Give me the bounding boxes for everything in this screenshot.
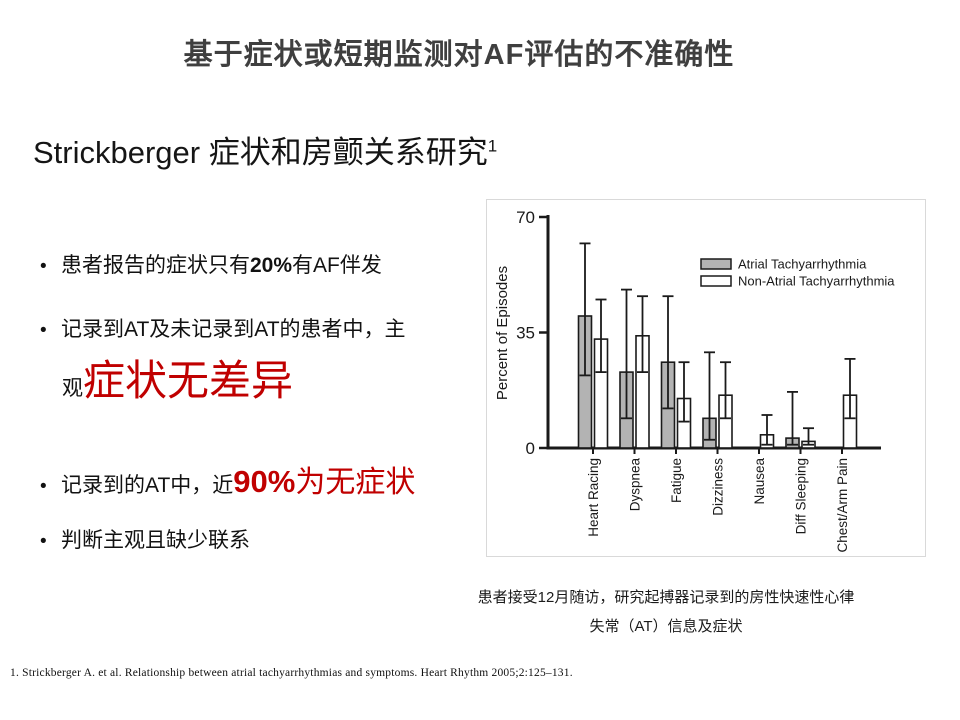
svg-text:70: 70 (516, 208, 535, 227)
chart-caption-line-2: 失常（AT）信息及症状 (589, 618, 743, 635)
page-title: 基于症状或短期监测对AF评估的不准确性 (183, 39, 735, 71)
svg-text:Dizziness: Dizziness (711, 458, 726, 516)
bullet-marker: • (40, 320, 47, 341)
bullet-4-text: 判断主观且缺少联系 (61, 529, 250, 552)
bullet-item-4: • 判断主观且缺少联系 (40, 524, 250, 554)
svg-text:Atrial Tachyarrhythmia: Atrial Tachyarrhythmia (738, 257, 867, 272)
bullet-2-text: 记录到AT及未记录到AT的患者中，主 (61, 318, 406, 341)
svg-text:Fatigue: Fatigue (669, 458, 684, 503)
svg-text:Non-Atrial Tachyarrhythmia: Non-Atrial Tachyarrhythmia (738, 274, 895, 289)
bullet-item-2-line-1: • 记录到AT及未记录到AT的患者中，主 (40, 313, 406, 343)
bullet-1-emphasis: 20% (250, 254, 293, 277)
bullet-marker: • (40, 531, 47, 552)
study-subtitle: Strickberger 症状和房颤关系研究1 (33, 127, 497, 172)
svg-text:0: 0 (526, 439, 535, 458)
bullet-2-continuation: 观 (62, 377, 83, 400)
bullet-item-2-line-2: 观症状无差异 (62, 355, 293, 408)
bullet-marker: • (40, 476, 47, 497)
svg-text:Percent of Episodes: Percent of Episodes (494, 266, 511, 400)
bullet-3-red-text: 为无症状 (295, 466, 416, 499)
subtitle-superscript: 1 (487, 136, 498, 156)
bullet-2-red-emphasis: 症状无差异 (83, 357, 294, 404)
svg-text:Diff Sleeping: Diff Sleeping (794, 458, 809, 534)
symptoms-bar-chart: 0 35 70 Percent of Episodes Heart Racing Dysp… (494, 208, 895, 553)
bullet-item-1: • 患者报告的症状只有20%有AF伴发 (40, 249, 382, 279)
chart-panel: 0 35 70 Percent of Episodes Heart Racing Dysp… (486, 199, 926, 557)
bullet-marker: • (40, 256, 47, 277)
bullet-1-post: 有AF伴发 (292, 254, 382, 277)
svg-text:Heart Racing: Heart Racing (586, 458, 601, 537)
svg-text:Nausea: Nausea (752, 458, 767, 505)
svg-text:Dyspnea: Dyspnea (628, 458, 643, 512)
bullet-3-pre: 记录到的AT中，近 (61, 474, 234, 497)
svg-text:Chest/Arm Pain: Chest/Arm Pain (835, 458, 850, 553)
svg-text:35: 35 (516, 324, 535, 343)
chart-caption: 患者接受12月随访，研究起搏器记录到的房性快速性心律 失常（AT）信息及症状 (438, 583, 894, 641)
bullet-item-3: • 记录到的AT中，近90%为无症状 (40, 453, 415, 512)
chart-caption-line-1: 患者接受12月随访，研究起搏器记录到的房性快速性心律 (477, 589, 855, 606)
bullet-1-pre: 患者报告的症状只有 (61, 254, 250, 277)
bullet-3-percentage: 90% (233, 464, 296, 499)
footnote-reference: 1. Strickberger A. et al. Relationship b… (10, 667, 573, 679)
study-subtitle-text: Strickberger 症状和房颤关系研究 (33, 135, 488, 170)
